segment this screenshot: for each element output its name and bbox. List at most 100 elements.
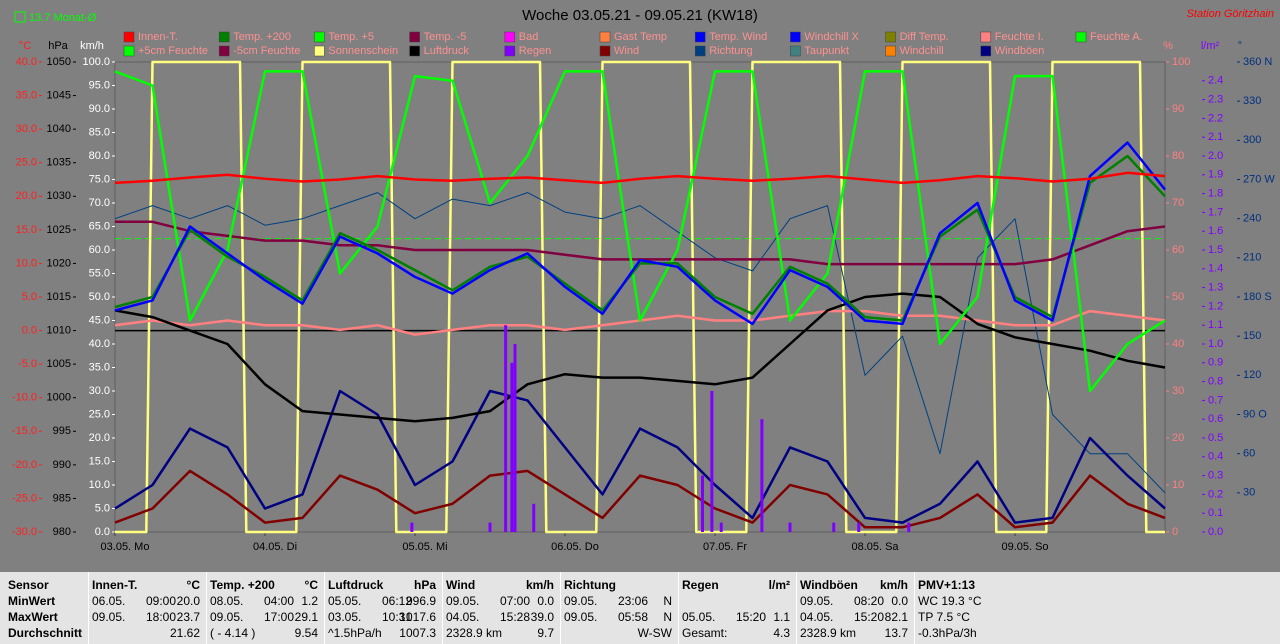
y-tick-label: 90.0 [89,103,110,115]
cell-value: 1.1 [773,610,790,624]
y-tick-label: 40 [1172,338,1184,350]
y-tick-label: 0.0 [95,526,110,538]
legend-label: Taupunkt [804,45,849,57]
column-header: Regen [682,578,719,592]
y-tick-label: 1035 [47,157,71,169]
y-tick-label: 1030 [47,190,71,202]
column-unit: °C [304,578,318,592]
y-tick-label: 210 [1243,252,1261,264]
cell-date: 2328.9 km [800,626,857,640]
legend-key [599,31,611,43]
legend-label: Regen [519,45,551,57]
y-tick-label: 120 [1243,369,1261,381]
y-tick-label: 55.0 [89,267,110,279]
y-tick-label: 60.0 [89,244,110,256]
y-tick-label: 985 [53,492,71,504]
y-tick-label: -5.0 [18,358,37,370]
column-separator [796,572,797,644]
x-tick-label: 07.05. Fr [703,541,747,553]
y-tick-label: 0.9 [1208,357,1223,369]
legend-key [123,31,135,43]
legend-label: Windchill X [804,31,859,43]
cell-date: 09.05. [446,594,480,608]
series-line [115,60,1165,534]
y-tick-label: 15.0 [16,224,37,236]
x-tick-label: 09.05. So [1001,541,1048,553]
y-tick-label: 60 [1172,244,1184,256]
cell-value: 0.0 [537,594,554,608]
cell-date: 09.05. [92,610,126,624]
column-separator [442,572,443,644]
legend-label: Wind [614,45,639,57]
y-tick-label: 1.8 [1208,188,1223,200]
y-tick-label: 1020 [47,257,71,269]
series-line [114,70,1166,393]
series-line [114,469,1166,529]
legend-key [694,45,706,57]
cell-value: 82.1 [884,610,908,624]
legend-key [790,45,801,57]
y-tick-label: 90 [1172,103,1184,115]
legend-key [790,31,801,43]
y-tick-label: 0.4 [1208,451,1223,463]
y-tick-label: 0.8 [1208,376,1223,388]
column-header: Windböen [800,578,858,592]
y-tick-label: 90 O [1243,408,1267,420]
legend-label: Innen-T. [138,31,178,43]
y-tick-label: -15.0 [12,425,37,437]
cell-value: W-SW [637,626,672,640]
plot-area [114,61,1166,533]
cell-time: 15:28 [500,610,531,624]
y-tick-label: 2.2 [1208,112,1223,124]
column-header: Richtung [564,578,616,592]
series-line [114,192,1166,494]
legend-label: Temp. Wind [709,31,767,43]
y-tick-label: 1.4 [1208,263,1223,275]
y-tick-label: 30.0 [16,123,37,135]
legend-label: Luftdruck [424,45,470,57]
legend-key [409,31,420,43]
y-tick-label: 1040 [47,123,71,135]
y-tick-label: 0.2 [1208,488,1223,500]
cell-date: 05.05. [682,610,716,624]
cell-value: 13.7 [884,626,908,640]
y-tick-label: 1.1 [1208,319,1223,331]
cell-date: 09.05. [800,594,834,608]
cell-date: 08.05. [210,594,244,608]
row-label: Durchschnitt [8,626,83,640]
legend-key [885,31,896,43]
y-tick-label: 1015 [47,291,71,303]
legend-key [599,45,611,57]
legend-key [314,45,325,57]
y-tick-label: 1.0 [1208,338,1223,350]
rain-bar [410,522,414,532]
cell-date: 04.05. [446,610,480,624]
y-tick-label: 0 [1172,526,1178,538]
y-tick-label: 0.5 [1208,432,1223,444]
cell-date: 04.05. [800,610,834,624]
y-tick-label: 80.0 [89,150,110,162]
y-tick-label: 100.0 [82,56,110,68]
y-tick-label: -20.0 [12,459,37,471]
axis-unit: l/m² [1201,40,1220,52]
y-tick-label: 30 [1243,487,1255,499]
axis-unit: % [1163,40,1173,52]
cell-value: 4.3 [773,626,790,640]
cell-date: 05.05. [328,594,362,608]
cell-date: ^1.5hPa/h [328,626,382,640]
y-tick-label: 1.3 [1208,282,1223,294]
x-tick-label: 08.05. Sa [851,541,899,553]
legend-key [1075,31,1087,43]
row-label: Sensor [8,578,49,592]
cell-time: 05:58 [618,610,649,624]
cell-value: 1007.3 [399,626,436,640]
axis-unit: km/h [80,40,104,52]
legend-key [885,45,896,57]
cell-time: 17:00 [264,610,295,624]
column-header: Luftdruck [328,578,384,592]
cell-date: -0.3hPa/3h [918,626,977,640]
cell-time: 23:06 [618,594,649,608]
legend-label: Temp. +200 [233,31,291,43]
y-tick-label: 1000 [47,392,71,404]
cell-value: 1.2 [301,594,318,608]
